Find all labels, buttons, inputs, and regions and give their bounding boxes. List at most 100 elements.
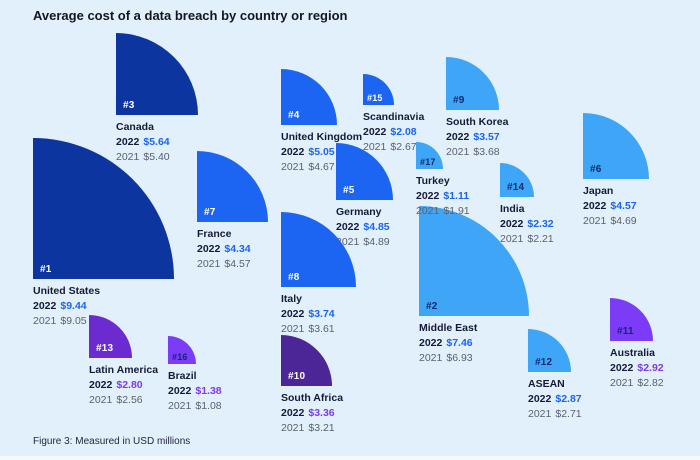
country-name: Scandinavia	[363, 111, 425, 123]
year-2022-label: 2022	[281, 308, 305, 320]
rank-badge: #7	[204, 207, 216, 218]
value-2022: $2.92	[637, 362, 664, 374]
year-2021-label: 2021	[168, 400, 192, 412]
year-2021-label: 2021	[416, 205, 440, 217]
year-2022-label: 2022	[610, 362, 634, 374]
quarter-circle-shape: #15	[363, 74, 394, 105]
country-name: ASEAN	[528, 378, 565, 390]
quarter-circle-shape: #12	[528, 329, 571, 372]
value-2021-row: 2021 $2.71	[528, 407, 582, 422]
country-label-block: South Korea 2022 $3.57 2021 $3.68	[446, 115, 508, 160]
chart-title: Average cost of a data breach by country…	[33, 8, 348, 23]
year-2021-label: 2021	[116, 151, 140, 163]
year-2022-label: 2022	[116, 136, 140, 148]
value-2022-row: 2022 $2.08	[363, 125, 424, 140]
value-2022-row: 2022 $5.05	[281, 145, 362, 160]
year-2022-label: 2022	[336, 221, 360, 233]
value-2021-row: 2021 $9.05	[33, 314, 100, 329]
value-2022: $3.74	[308, 308, 335, 320]
year-2022-label: 2022	[500, 218, 524, 230]
quarter-circle-shape: #14	[500, 163, 534, 197]
value-2021-row: 2021 $4.67	[281, 160, 362, 175]
year-2021-label: 2021	[610, 377, 634, 389]
value-2022-row: 2022 $2.32	[500, 217, 554, 232]
value-2021: $2.56	[116, 394, 143, 406]
year-2021-label: 2021	[500, 233, 524, 245]
year-2022-label: 2022	[583, 200, 607, 212]
value-2022-row: 2022 $4.57	[583, 199, 637, 214]
value-2022-row: 2022 $9.44	[33, 299, 100, 314]
rank-badge: #3	[123, 100, 135, 111]
country-label-block: Japan 2022 $4.57 2021 $4.69	[583, 184, 637, 229]
year-2021-label: 2021	[281, 323, 305, 335]
country-label-block: United Kingdom 2022 $5.05 2021 $4.67	[281, 130, 362, 175]
value-2022-row: 2022 $3.36	[281, 406, 343, 421]
country-label-block: Latin America 2022 $2.80 2021 $2.56	[89, 363, 158, 408]
value-2022-row: 2022 $2.80	[89, 378, 158, 393]
value-2022: $2.80	[116, 379, 143, 391]
value-2021-row: 2021 $2.21	[500, 232, 554, 247]
rank-badge: #2	[426, 301, 438, 312]
value-2022: $9.44	[60, 300, 87, 312]
value-2021: $2.21	[527, 233, 554, 245]
value-2022-row: 2022 $1.11	[416, 189, 470, 204]
rank-badge: #14	[507, 182, 525, 193]
year-2021-label: 2021	[446, 146, 470, 158]
value-2021-row: 2021 $2.82	[610, 376, 664, 391]
rank-badge: #13	[96, 343, 114, 354]
quarter-circle-shape: #4	[281, 69, 337, 125]
rank-badge: #6	[590, 164, 602, 175]
value-2022-row: 2022 $1.38	[168, 384, 222, 399]
year-2022-label: 2022	[281, 407, 305, 419]
value-2022: $2.87	[555, 393, 582, 405]
year-2022-label: 2022	[363, 126, 387, 138]
value-2022-row: 2022 $4.85	[336, 220, 390, 235]
year-2022-label: 2022	[89, 379, 113, 391]
country-name: India	[500, 203, 525, 215]
value-2022-row: 2022 $7.46	[419, 336, 477, 351]
rank-badge: #5	[343, 185, 355, 196]
rank-badge: #8	[288, 272, 300, 283]
value-2021-row: 2021 $3.61	[281, 322, 335, 337]
page-edge-strip	[0, 456, 700, 460]
country-label-block: France 2022 $4.34 2021 $4.57	[197, 227, 251, 272]
value-2022-row: 2022 $2.87	[528, 392, 582, 407]
rank-badge: #4	[288, 110, 300, 121]
quarter-circle-shape: #10	[281, 335, 332, 386]
value-2021: $4.69	[610, 215, 637, 227]
year-2021-label: 2021	[419, 352, 443, 364]
rank-badge: #16	[172, 352, 188, 362]
value-2021: $2.71	[555, 408, 582, 420]
value-2021: $3.68	[473, 146, 500, 158]
value-2021-row: 2021 $6.93	[419, 351, 477, 366]
value-2021: $5.40	[143, 151, 170, 163]
value-2021-row: 2021 $1.91	[416, 204, 470, 219]
year-2022-label: 2022	[416, 190, 440, 202]
rank-badge: #15	[367, 93, 383, 103]
rank-badge: #11	[617, 326, 634, 337]
country-label-block: Germany 2022 $4.85 2021 $4.89	[336, 205, 390, 250]
country-label-block: United States 2022 $9.44 2021 $9.05	[33, 284, 100, 329]
value-2021-row: 2021 $4.69	[583, 214, 637, 229]
quarter-circle-shape: #7	[197, 151, 268, 222]
value-2021: $2.67	[390, 141, 417, 153]
value-2021-row: 2021 $2.56	[89, 393, 158, 408]
quarter-circle-shape: #13	[89, 315, 132, 358]
year-2021-label: 2021	[528, 408, 552, 420]
quarter-circle-shape: #6	[583, 113, 649, 179]
value-2021-row: 2021 $1.08	[168, 399, 222, 414]
value-2022: $2.32	[527, 218, 554, 230]
value-2021: $9.05	[60, 315, 87, 327]
value-2021-row: 2021 $4.57	[197, 257, 251, 272]
quarter-circle-shape: #3	[116, 33, 198, 115]
value-2021: $2.82	[637, 377, 664, 389]
country-name: Turkey	[416, 175, 450, 187]
rank-badge: #12	[535, 357, 553, 368]
country-label-block: Middle East 2022 $7.46 2021 $6.93	[419, 321, 477, 366]
value-2021: $3.21	[308, 422, 335, 434]
country-name: South Africa	[281, 392, 344, 404]
rank-badge: #10	[288, 371, 306, 382]
country-name: Germany	[336, 206, 382, 218]
quarter-circle-shape: #9	[446, 57, 499, 110]
